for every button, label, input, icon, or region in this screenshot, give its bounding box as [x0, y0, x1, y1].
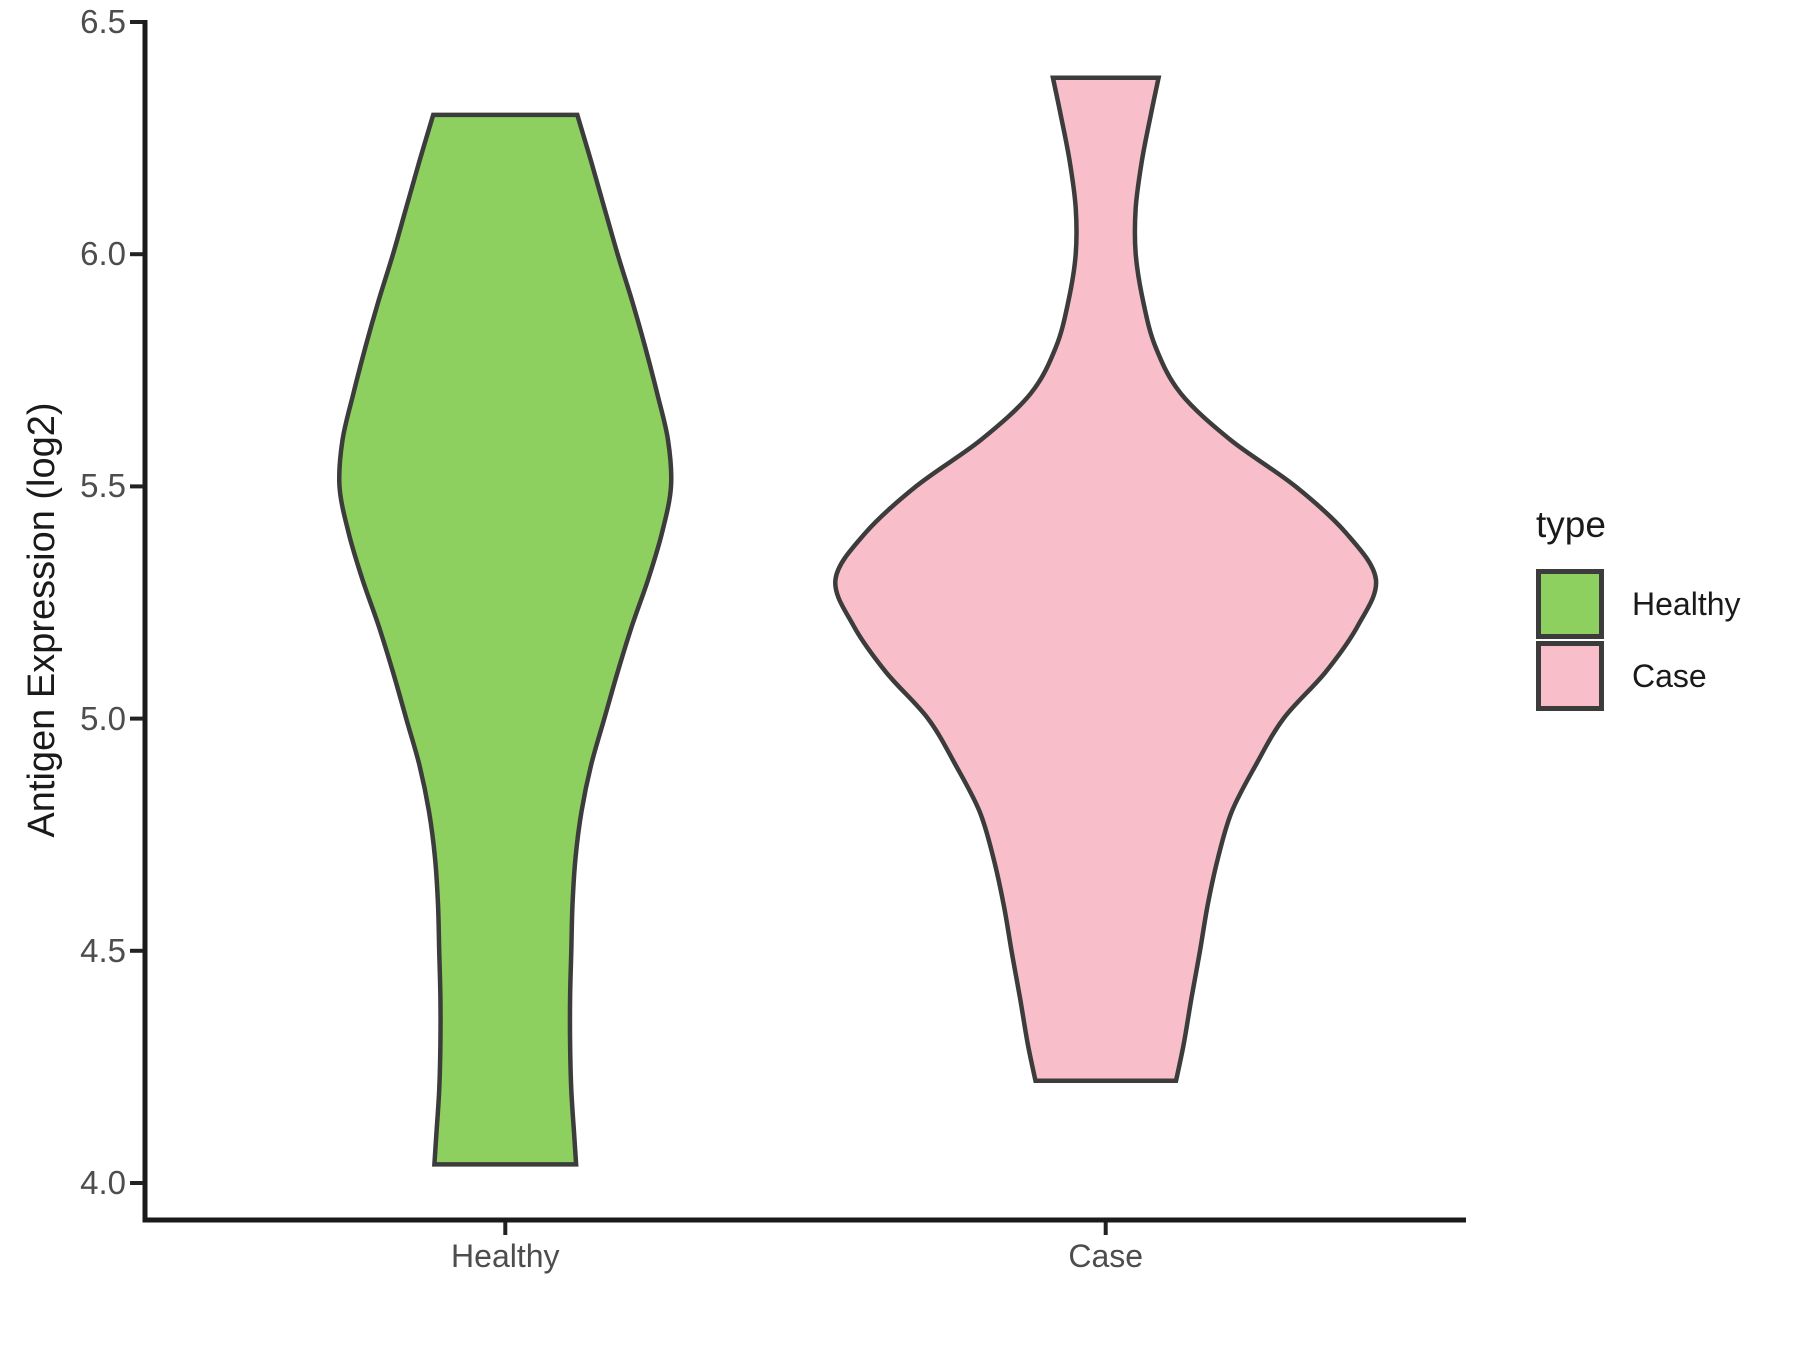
legend-entry-healthy: Healthy: [1536, 569, 1741, 639]
y-tick-label: 6.5: [80, 3, 126, 40]
y-tick-label: 4.0: [80, 1164, 126, 1201]
x-axis-ticks: [503, 1222, 1108, 1235]
y-axis-ticks: [130, 20, 143, 1185]
legend: type Healthy Case: [1536, 506, 1741, 713]
y-tick-label: 5.5: [80, 467, 126, 505]
x-category-label-healthy: Healthy: [451, 1238, 560, 1274]
legend-swatch-case: [1536, 641, 1604, 711]
legend-label-case: Case: [1632, 658, 1707, 694]
violins: [336, 75, 1379, 1167]
legend-entry-case: Case: [1536, 641, 1741, 711]
legend-swatch-healthy: [1536, 569, 1604, 639]
x-category-label-case: Case: [1068, 1238, 1144, 1274]
violin-healthy: [336, 112, 674, 1167]
legend-label-healthy: Healthy: [1632, 586, 1741, 622]
y-axis-title: Antigen Expression (log2): [21, 402, 63, 838]
legend-title: type: [1536, 504, 1606, 545]
y-tick-label: 4.5: [80, 931, 126, 969]
y-tick-label: 6.0: [80, 235, 126, 273]
violin-case: [833, 75, 1379, 1084]
y-tick-label: 5.0: [80, 699, 126, 737]
